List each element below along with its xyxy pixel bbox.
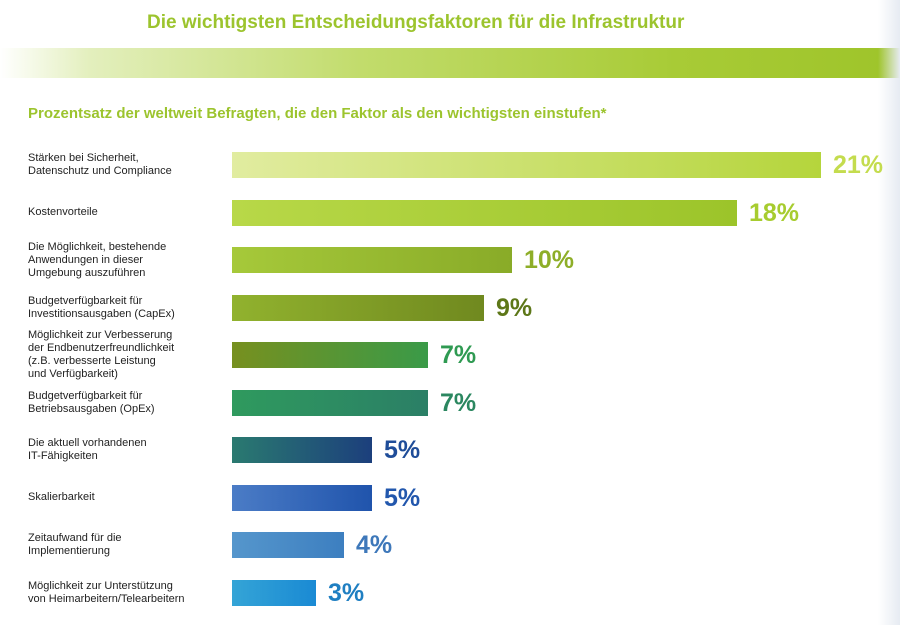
value-label: 4% [356,531,393,559]
value-label: 21% [833,151,884,179]
value-label: 5% [384,484,421,512]
bar [232,580,316,606]
bar [232,247,512,273]
category-label: Skalierbarkeit [28,491,95,503]
category-label: Budgetverfügbarkeit für Betriebsausgaben… [28,390,155,415]
bar [232,200,737,226]
header-band [0,48,900,78]
value-label: 7% [440,389,477,417]
category-label: Zeitaufwand für die Implementierung [28,532,122,557]
category-label: Möglichkeit zur Verbesserung der Endbenu… [28,329,175,380]
value-label: 10% [524,246,575,274]
category-label: Die aktuell vorhandenen IT-Fähigkeiten [28,437,147,462]
bar [232,152,821,178]
category-label: Budgetverfügbarkeit für Investitionsausg… [28,295,175,320]
category-label: Die Möglichkeit, bestehende Anwendungen … [28,241,167,279]
bar [232,485,372,511]
category-label: Stärken bei Sicherheit, Datenschutz und … [28,152,172,177]
category-label: Möglichkeit zur Unterstützung von Heimar… [28,580,185,605]
value-label: 18% [749,199,800,227]
value-label: 5% [384,436,421,464]
page-edge-shadow [878,0,900,625]
bar [232,532,344,558]
bar [232,437,372,463]
page-title: Die wichtigsten Entscheidungsfaktoren fü… [147,12,685,33]
bar [232,390,428,416]
value-label: 3% [328,579,365,607]
bar [232,342,428,368]
chart-subtitle: Prozentsatz der weltweit Befragten, die … [28,105,607,122]
value-label: 7% [440,341,477,369]
bar [232,295,484,321]
category-label: Kostenvorteile [28,206,98,218]
value-label: 9% [496,294,533,322]
